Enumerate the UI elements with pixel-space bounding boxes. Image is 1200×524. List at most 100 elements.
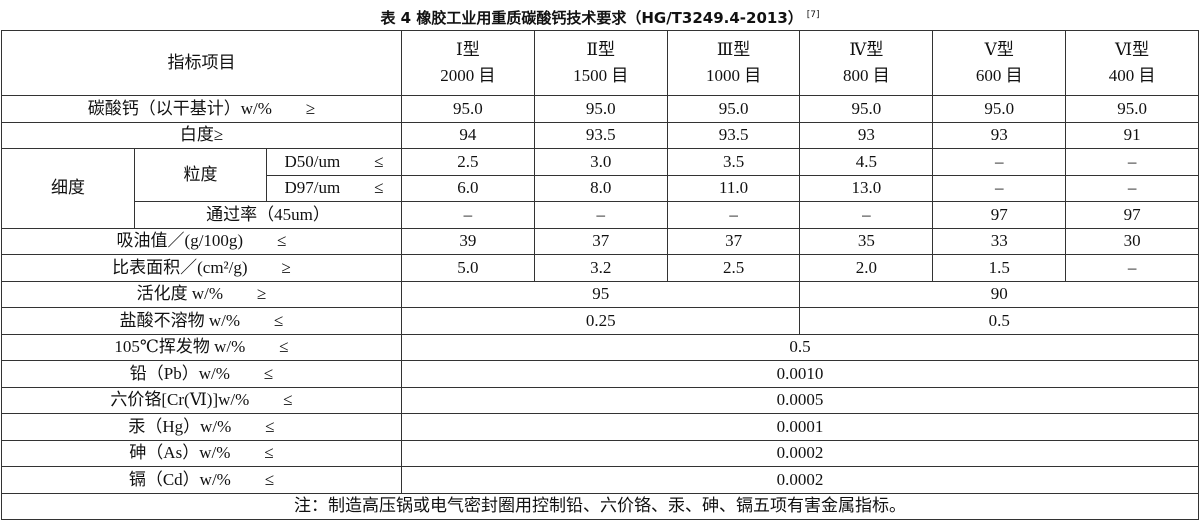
row-label: 比表面积／(cm²/g) ≥ [1,254,402,282]
value-text: 3.0 [590,151,612,171]
value-text: 0.0001 [776,416,824,436]
data-row: 砷（As）w/% ≤0.0002 [1,439,1199,467]
data-row: 盐酸不溶物 w/% ≤0.25 0.5 [1,307,1199,335]
value-cell: 0.5 [799,307,1199,335]
label-symbol: ≤ [264,443,274,463]
value-text: 37 [592,231,610,251]
value-text: – [994,178,1004,198]
data-row: 碳酸钙（以干基计）w/% ≥95.0 95.0 95.0 95.0 95.0 95.0 [1,95,1199,123]
value-text: 93 [990,125,1008,145]
label-text: 镉（Cd）w/% [128,469,231,489]
label-symbol: ≥ [257,284,267,304]
title-text: 表 4 橡胶工业用重质碳酸钙技术要求（HG/T3249.4-2013） [380,9,803,27]
value-cell: 37 [533,227,668,255]
value-cell: 95.0 [932,95,1067,123]
value-text: 95.0 [718,98,749,118]
group-text: 细度 [51,178,85,198]
data-row: 汞（Hg）w/% ≤ 0.0001 [1,413,1199,441]
type-name: Ⅴ型 [984,40,1014,59]
value-text: – [994,151,1004,171]
label-text: 比表面积／(cm²/g) [112,257,248,277]
value-cell: 2.5 [401,148,535,176]
data-row: 通过率（45um） – – – – 97 97 [2,201,1199,229]
value-cell: 93 [932,121,1067,149]
type-name: Ⅱ型 [586,40,616,59]
value-cell: 35 [799,227,934,255]
value-text: – [729,204,738,224]
value-cell: – [932,148,1067,176]
value-text: – [862,204,871,224]
value-cell: 0.0005 [401,386,1199,414]
type-name: Ⅲ型 [716,40,751,59]
label-symbol: ≤ [374,151,384,171]
value-text: 0.5 [988,310,1010,330]
row-label: D50/um ≤ [266,148,402,176]
value-text: 97 [990,204,1008,224]
value-text: 0.5 [789,337,811,357]
label-symbol: ≤ [277,231,287,251]
value-cell: 97 [1065,201,1199,229]
row-label: 盐酸不溶物 w/% ≤ [1,307,402,335]
value-cell: 91 [1065,121,1199,149]
value-text: 93.5 [585,125,616,145]
value-cell: 0.5 [401,333,1199,361]
value-text: 3.2 [590,257,612,277]
value-cell: 0.25 [400,307,801,335]
value-text: 2.5 [722,257,745,277]
label-text: 吸油值／(g/100g) [116,231,244,251]
value-text: 0.0002 [776,443,824,463]
value-text: 95 [592,284,610,304]
label-text: 通过率（45um） [206,204,330,224]
value-cell: – [401,201,535,229]
data-row: 105℃挥发物 w/% ≤ 0.5 [1,333,1199,361]
label-text: D50/um [284,151,341,171]
value-text: 2.5 [457,151,479,171]
label-symbol: ≤ [263,363,274,383]
row-label: 105℃挥发物 w/% ≤ [1,333,402,361]
value-text: – [463,204,473,224]
value-cell: – [932,174,1067,202]
value-cell: 13.0 [799,174,934,202]
value-cell: 95.0 [799,95,934,123]
value-cell: 95.0 [1065,95,1199,123]
value-cell: 6.0 [401,174,535,202]
value-cell: – [1065,254,1199,282]
value-cell: 93 [799,121,934,149]
value-text: 95.0 [984,98,1015,118]
type-header: Ⅴ型 600 目 [932,30,1067,96]
value-cell: 95.0 [401,95,535,123]
value-text: 0.0010 [776,363,824,383]
row-label: 汞（Hg）w/% ≤ [1,413,402,441]
label-text: 六价铬[Cr(Ⅵ)]w/% [110,390,250,410]
value-text: 13.0 [851,178,882,198]
data-row: 比表面积／(cm²/g) ≥5.0 3.2 2.5 2.0 1.5 – [1,254,1199,282]
type-mesh: 400 目 [1108,66,1156,85]
value-cell: – [533,201,668,229]
type-header: Ⅵ型 400 目 [1065,30,1199,96]
value-cell: – [666,201,801,229]
value-text: 97 [1123,204,1141,224]
value-text: 30 [1123,231,1141,251]
title-reference: [7] [806,10,820,20]
row-label: 通过率（45um） [134,201,402,229]
row-label: 碳酸钙（以干基计）w/% ≥ [1,95,402,123]
type-header: Ⅰ型 2000 目 [401,30,535,96]
label-text: 铅（Pb）w/% [129,363,230,383]
data-row: 细度 粒度 D50/um ≤2.5 3.0 3.5 4.5 – – [1,148,1199,229]
row-label: 镉（Cd）w/% ≤ [1,466,402,494]
label-text: 活化度 w/% [136,284,224,304]
value-cell: 95.0 [533,95,668,123]
note-row: 注：制造高压锅或电气密封圈用控制铅、六价铬、汞、砷、镉五项有害金属指标。 [1,492,1199,520]
data-row: D97/um ≤6.0 8.0 11.0 13.0 – – [2,174,1199,202]
value-text: 6.0 [457,178,479,198]
label-symbol: ≤ [265,416,275,436]
note-cell: 注：制造高压锅或电气密封圈用控制铅、六价铬、汞、砷、镉五项有害金属指标。 [1,492,1199,520]
value-cell: – [1065,174,1199,202]
label-text: 碳酸钙（以干基计）w/% [87,98,272,118]
header-item: 指标项目 [1,30,402,96]
value-text: 93 [857,125,875,145]
label-text: D97/um [284,178,341,198]
row-label: 六价铬[Cr(Ⅵ)]w/% ≤ [1,386,402,414]
value-cell: 0.0002 [401,466,1199,494]
value-text: – [1127,178,1137,198]
